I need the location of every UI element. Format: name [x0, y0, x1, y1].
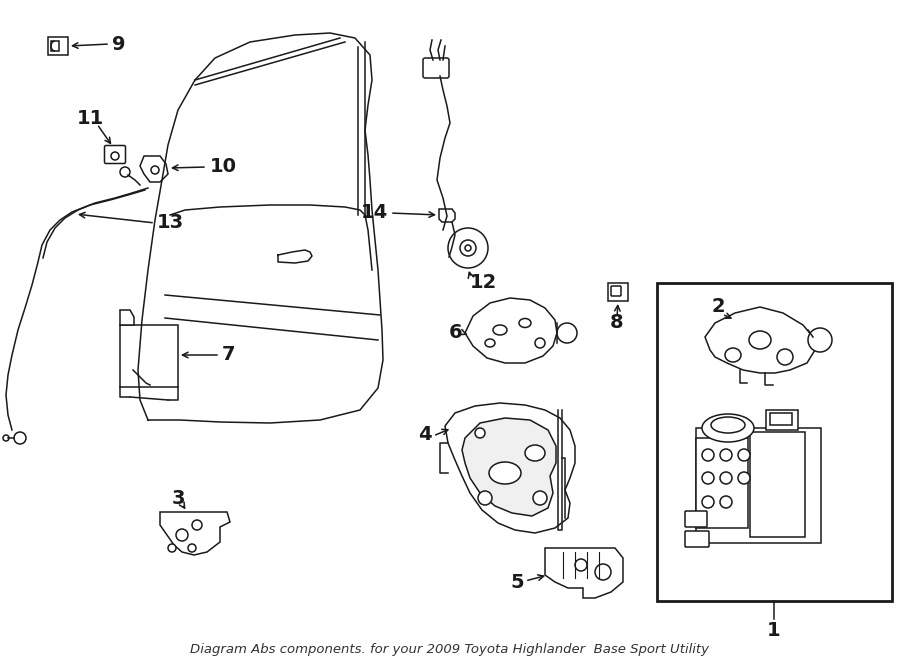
Circle shape	[738, 449, 750, 461]
FancyBboxPatch shape	[608, 283, 628, 301]
Bar	[696, 428, 821, 543]
FancyBboxPatch shape	[104, 145, 125, 163]
Circle shape	[475, 428, 485, 438]
Circle shape	[111, 152, 119, 160]
Circle shape	[702, 472, 714, 484]
Circle shape	[702, 449, 714, 461]
Polygon shape	[140, 156, 168, 182]
Bar	[696, 438, 748, 528]
Polygon shape	[120, 310, 134, 325]
Ellipse shape	[485, 339, 495, 347]
Circle shape	[575, 559, 587, 571]
Text: 4: 4	[418, 426, 432, 444]
FancyBboxPatch shape	[685, 531, 709, 547]
Circle shape	[151, 166, 159, 174]
Text: 3: 3	[171, 488, 184, 508]
Circle shape	[3, 435, 9, 441]
Polygon shape	[445, 403, 575, 533]
Bar	[120, 325, 178, 387]
Polygon shape	[278, 250, 312, 263]
Bar	[750, 432, 805, 537]
Text: 13: 13	[157, 214, 184, 233]
Text: 8: 8	[610, 313, 624, 332]
Text: 1: 1	[767, 621, 781, 641]
Circle shape	[14, 432, 26, 444]
Circle shape	[533, 491, 547, 505]
Text: 2: 2	[711, 297, 724, 317]
Bar	[51, 41, 59, 51]
Bar	[766, 410, 798, 430]
Ellipse shape	[725, 348, 741, 362]
Circle shape	[777, 349, 793, 365]
Circle shape	[188, 544, 196, 552]
Text: 9: 9	[112, 34, 125, 54]
Circle shape	[465, 245, 471, 251]
Circle shape	[176, 529, 188, 541]
Bar	[770, 413, 792, 425]
Ellipse shape	[525, 445, 545, 461]
Circle shape	[738, 472, 750, 484]
Bar	[48, 37, 68, 55]
Text: 7: 7	[222, 346, 236, 364]
Text: 10: 10	[210, 157, 237, 176]
Circle shape	[702, 496, 714, 508]
Circle shape	[448, 228, 488, 268]
Circle shape	[535, 338, 545, 348]
Text: 11: 11	[76, 108, 104, 128]
Bar	[657, 283, 892, 601]
FancyBboxPatch shape	[423, 58, 449, 78]
Circle shape	[478, 491, 492, 505]
Circle shape	[595, 564, 611, 580]
Text: 14: 14	[361, 204, 388, 223]
Circle shape	[720, 496, 732, 508]
Ellipse shape	[702, 414, 754, 442]
Polygon shape	[465, 298, 557, 363]
FancyBboxPatch shape	[685, 511, 707, 527]
Ellipse shape	[711, 417, 745, 433]
Circle shape	[720, 449, 732, 461]
Circle shape	[168, 544, 176, 552]
Ellipse shape	[493, 325, 507, 335]
Polygon shape	[705, 307, 815, 373]
Ellipse shape	[489, 462, 521, 484]
Circle shape	[120, 167, 130, 177]
FancyBboxPatch shape	[611, 286, 621, 296]
Text: 5: 5	[510, 574, 524, 592]
Polygon shape	[160, 512, 230, 555]
Circle shape	[460, 240, 476, 256]
Circle shape	[808, 328, 832, 352]
Ellipse shape	[519, 319, 531, 327]
Text: Diagram Abs components. for your 2009 Toyota Highlander  Base Sport Utility: Diagram Abs components. for your 2009 To…	[191, 644, 709, 656]
Text: 12: 12	[470, 274, 497, 293]
Polygon shape	[439, 209, 455, 222]
Circle shape	[192, 520, 202, 530]
Polygon shape	[545, 548, 623, 598]
Polygon shape	[462, 418, 556, 516]
Text: 6: 6	[448, 323, 462, 342]
Circle shape	[720, 472, 732, 484]
Circle shape	[557, 323, 577, 343]
Ellipse shape	[749, 331, 771, 349]
